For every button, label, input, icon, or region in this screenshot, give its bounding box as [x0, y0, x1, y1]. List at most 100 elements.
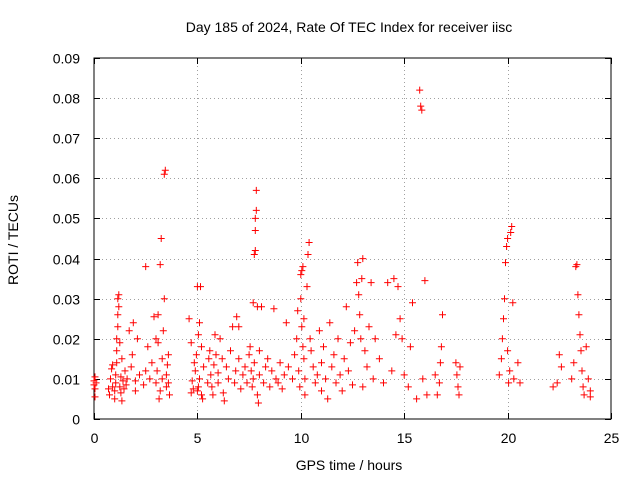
data-point — [315, 327, 323, 335]
data-point — [419, 375, 427, 383]
x-axis-label: GPS time / hours — [296, 457, 403, 473]
data-point — [456, 363, 464, 371]
data-point — [91, 385, 99, 393]
data-point — [150, 313, 158, 321]
data-point — [125, 327, 133, 335]
data-point — [586, 393, 594, 401]
data-point — [361, 347, 369, 355]
data-point — [129, 319, 137, 327]
data-point — [363, 363, 371, 371]
data-point — [185, 315, 193, 323]
data-point — [204, 379, 212, 387]
data-point — [108, 365, 116, 373]
data-point — [214, 369, 222, 377]
data-point — [509, 299, 517, 307]
data-point — [133, 335, 141, 343]
data-point — [514, 359, 522, 367]
data-point — [380, 379, 387, 387]
data-point — [192, 351, 200, 359]
data-point — [306, 335, 314, 343]
data-point — [505, 379, 513, 387]
data-point — [353, 279, 361, 287]
data-point — [208, 383, 216, 391]
data-point — [418, 106, 426, 114]
y-tick-label: 0.01 — [53, 372, 80, 388]
data-point — [330, 351, 338, 359]
data-point — [578, 367, 586, 375]
data-point — [436, 359, 444, 367]
data-point — [392, 331, 400, 339]
data-point — [249, 299, 257, 307]
data-point — [140, 381, 148, 389]
data-point — [209, 391, 217, 399]
data-point — [235, 355, 243, 363]
data-point — [154, 311, 162, 319]
data-point — [586, 387, 594, 395]
data-point — [336, 371, 344, 379]
data-point — [144, 343, 152, 351]
data-point — [354, 259, 362, 267]
y-tick-label: 0.07 — [53, 131, 80, 147]
y-tick-label: 0 — [72, 412, 80, 428]
data-point — [260, 379, 268, 387]
data-point — [227, 347, 234, 355]
data-point — [160, 170, 168, 178]
data-point — [118, 397, 126, 405]
data-point — [252, 206, 260, 214]
data-point — [199, 395, 207, 403]
data-point — [128, 351, 136, 359]
data-point — [318, 359, 325, 367]
data-point — [334, 335, 342, 343]
data-point — [365, 323, 373, 331]
data-point — [196, 375, 203, 383]
x-tick-label: 25 — [604, 430, 620, 446]
data-point — [303, 283, 311, 291]
data-point — [555, 351, 563, 359]
data-point — [136, 371, 143, 379]
data-point — [241, 363, 249, 371]
data-point — [437, 343, 445, 351]
data-point — [245, 351, 253, 359]
data-point — [497, 355, 505, 363]
data-point — [574, 291, 582, 299]
data-point — [304, 251, 312, 258]
data-point — [274, 379, 282, 387]
data-point — [193, 387, 201, 395]
data-point — [400, 371, 408, 379]
data-point — [148, 359, 156, 367]
data-point — [584, 375, 592, 383]
x-axis: 0 5 10 15 20 25 — [91, 58, 620, 446]
data-point — [118, 355, 126, 363]
data-point — [280, 371, 288, 379]
data-point — [409, 299, 416, 307]
data-point — [105, 385, 112, 393]
data-point — [114, 323, 122, 331]
x-tick-label: 0 — [91, 430, 99, 446]
data-point — [131, 387, 139, 395]
data-point — [413, 395, 421, 403]
y-tick-label: 0.03 — [53, 292, 80, 308]
data-point — [346, 339, 354, 347]
data-point — [248, 383, 256, 391]
data-point — [453, 371, 461, 379]
data-point — [293, 335, 301, 343]
data-point — [384, 279, 392, 287]
data-point — [187, 339, 195, 347]
data-point — [262, 363, 270, 371]
data-point — [359, 383, 367, 391]
data-point — [190, 359, 198, 367]
data-point — [106, 391, 113, 399]
data-point — [299, 343, 307, 351]
data-point — [296, 383, 304, 391]
data-point — [207, 371, 215, 379]
scatter-points — [90, 86, 594, 407]
data-point — [416, 86, 424, 94]
data-point — [301, 375, 309, 383]
data-point — [320, 343, 327, 351]
data-point — [194, 331, 202, 339]
data-point — [253, 391, 261, 399]
data-point — [206, 347, 214, 355]
data-point — [455, 391, 463, 399]
data-point — [332, 379, 340, 387]
